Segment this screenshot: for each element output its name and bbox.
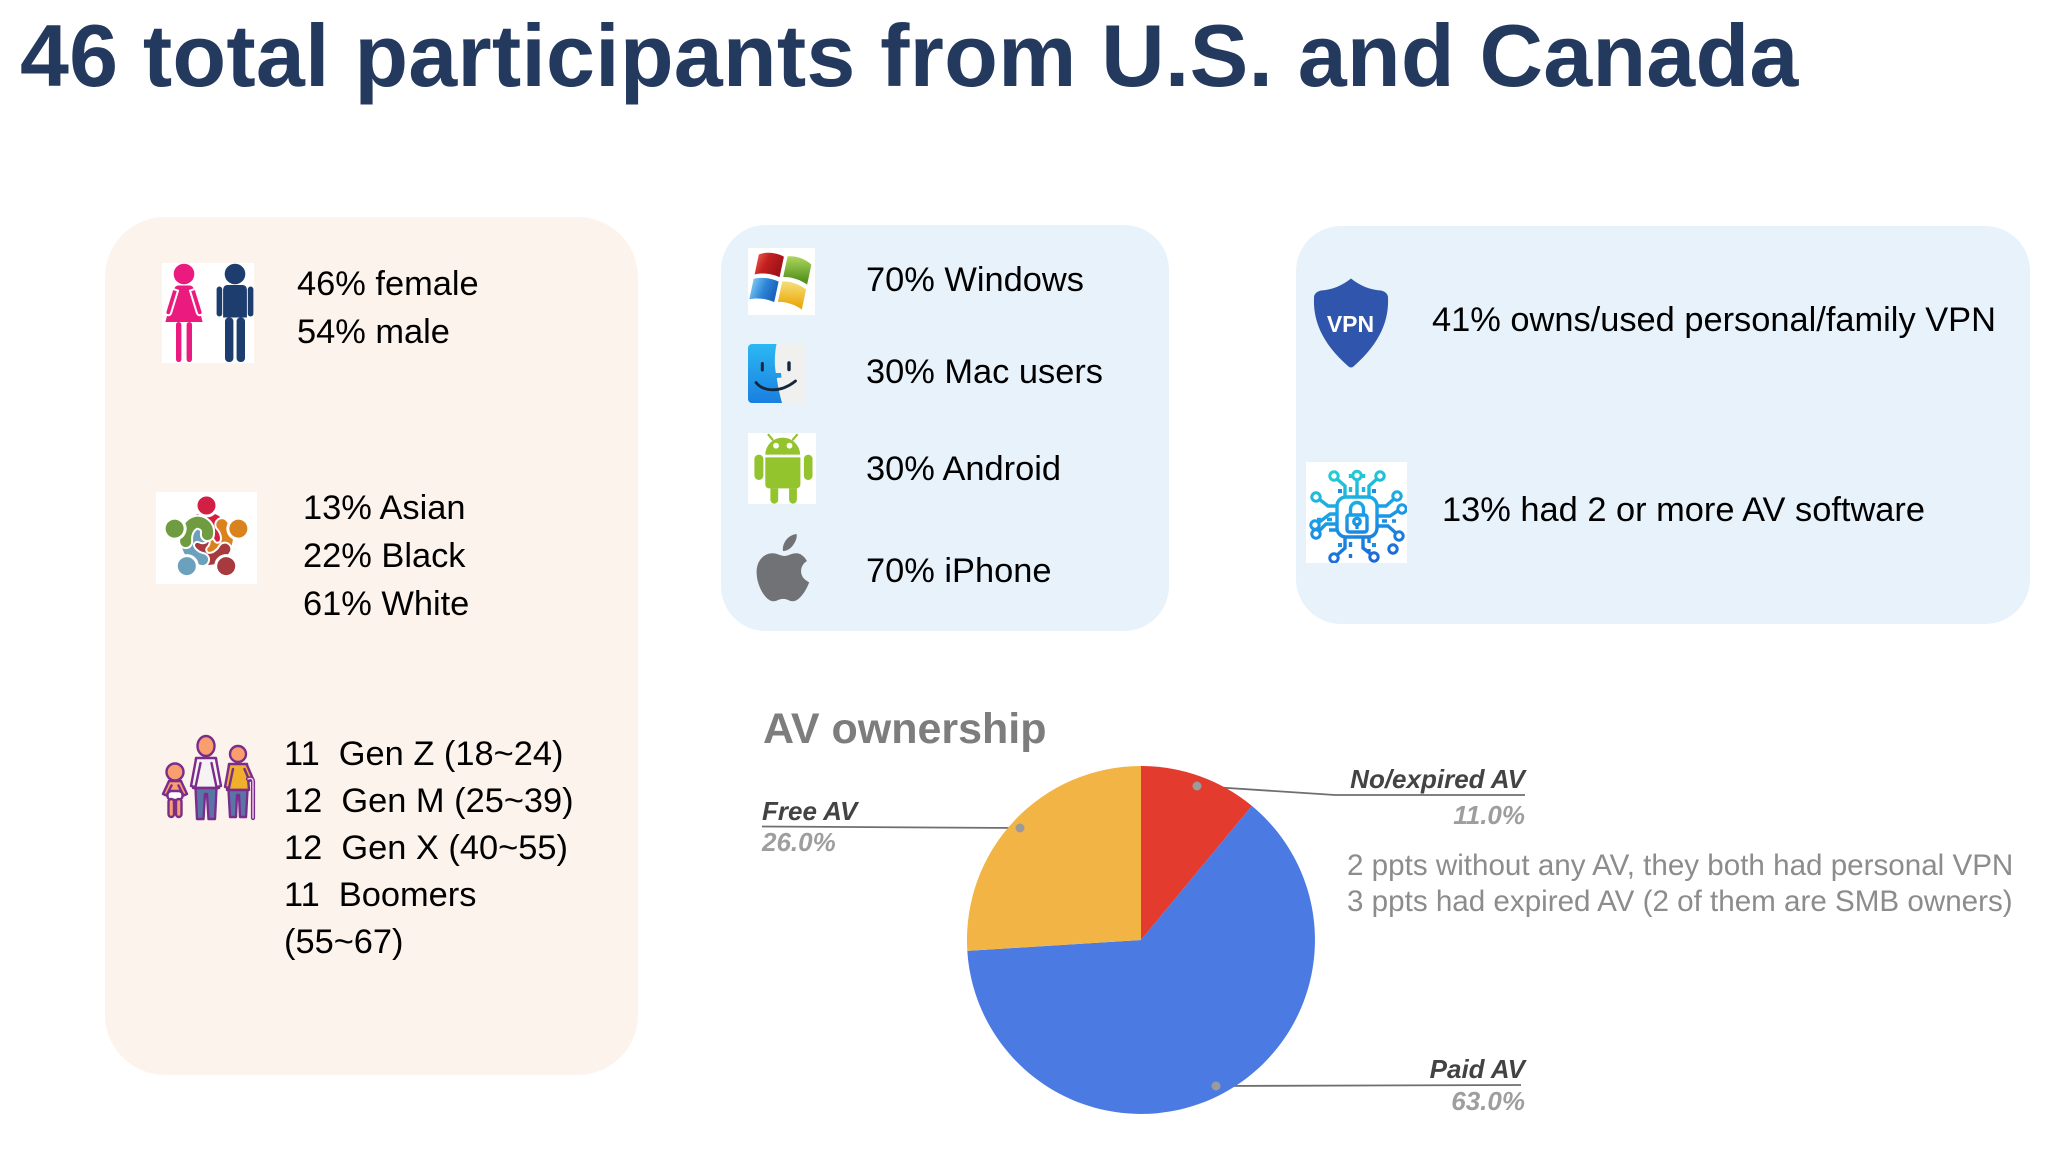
- svg-text:VPN: VPN: [1327, 311, 1374, 337]
